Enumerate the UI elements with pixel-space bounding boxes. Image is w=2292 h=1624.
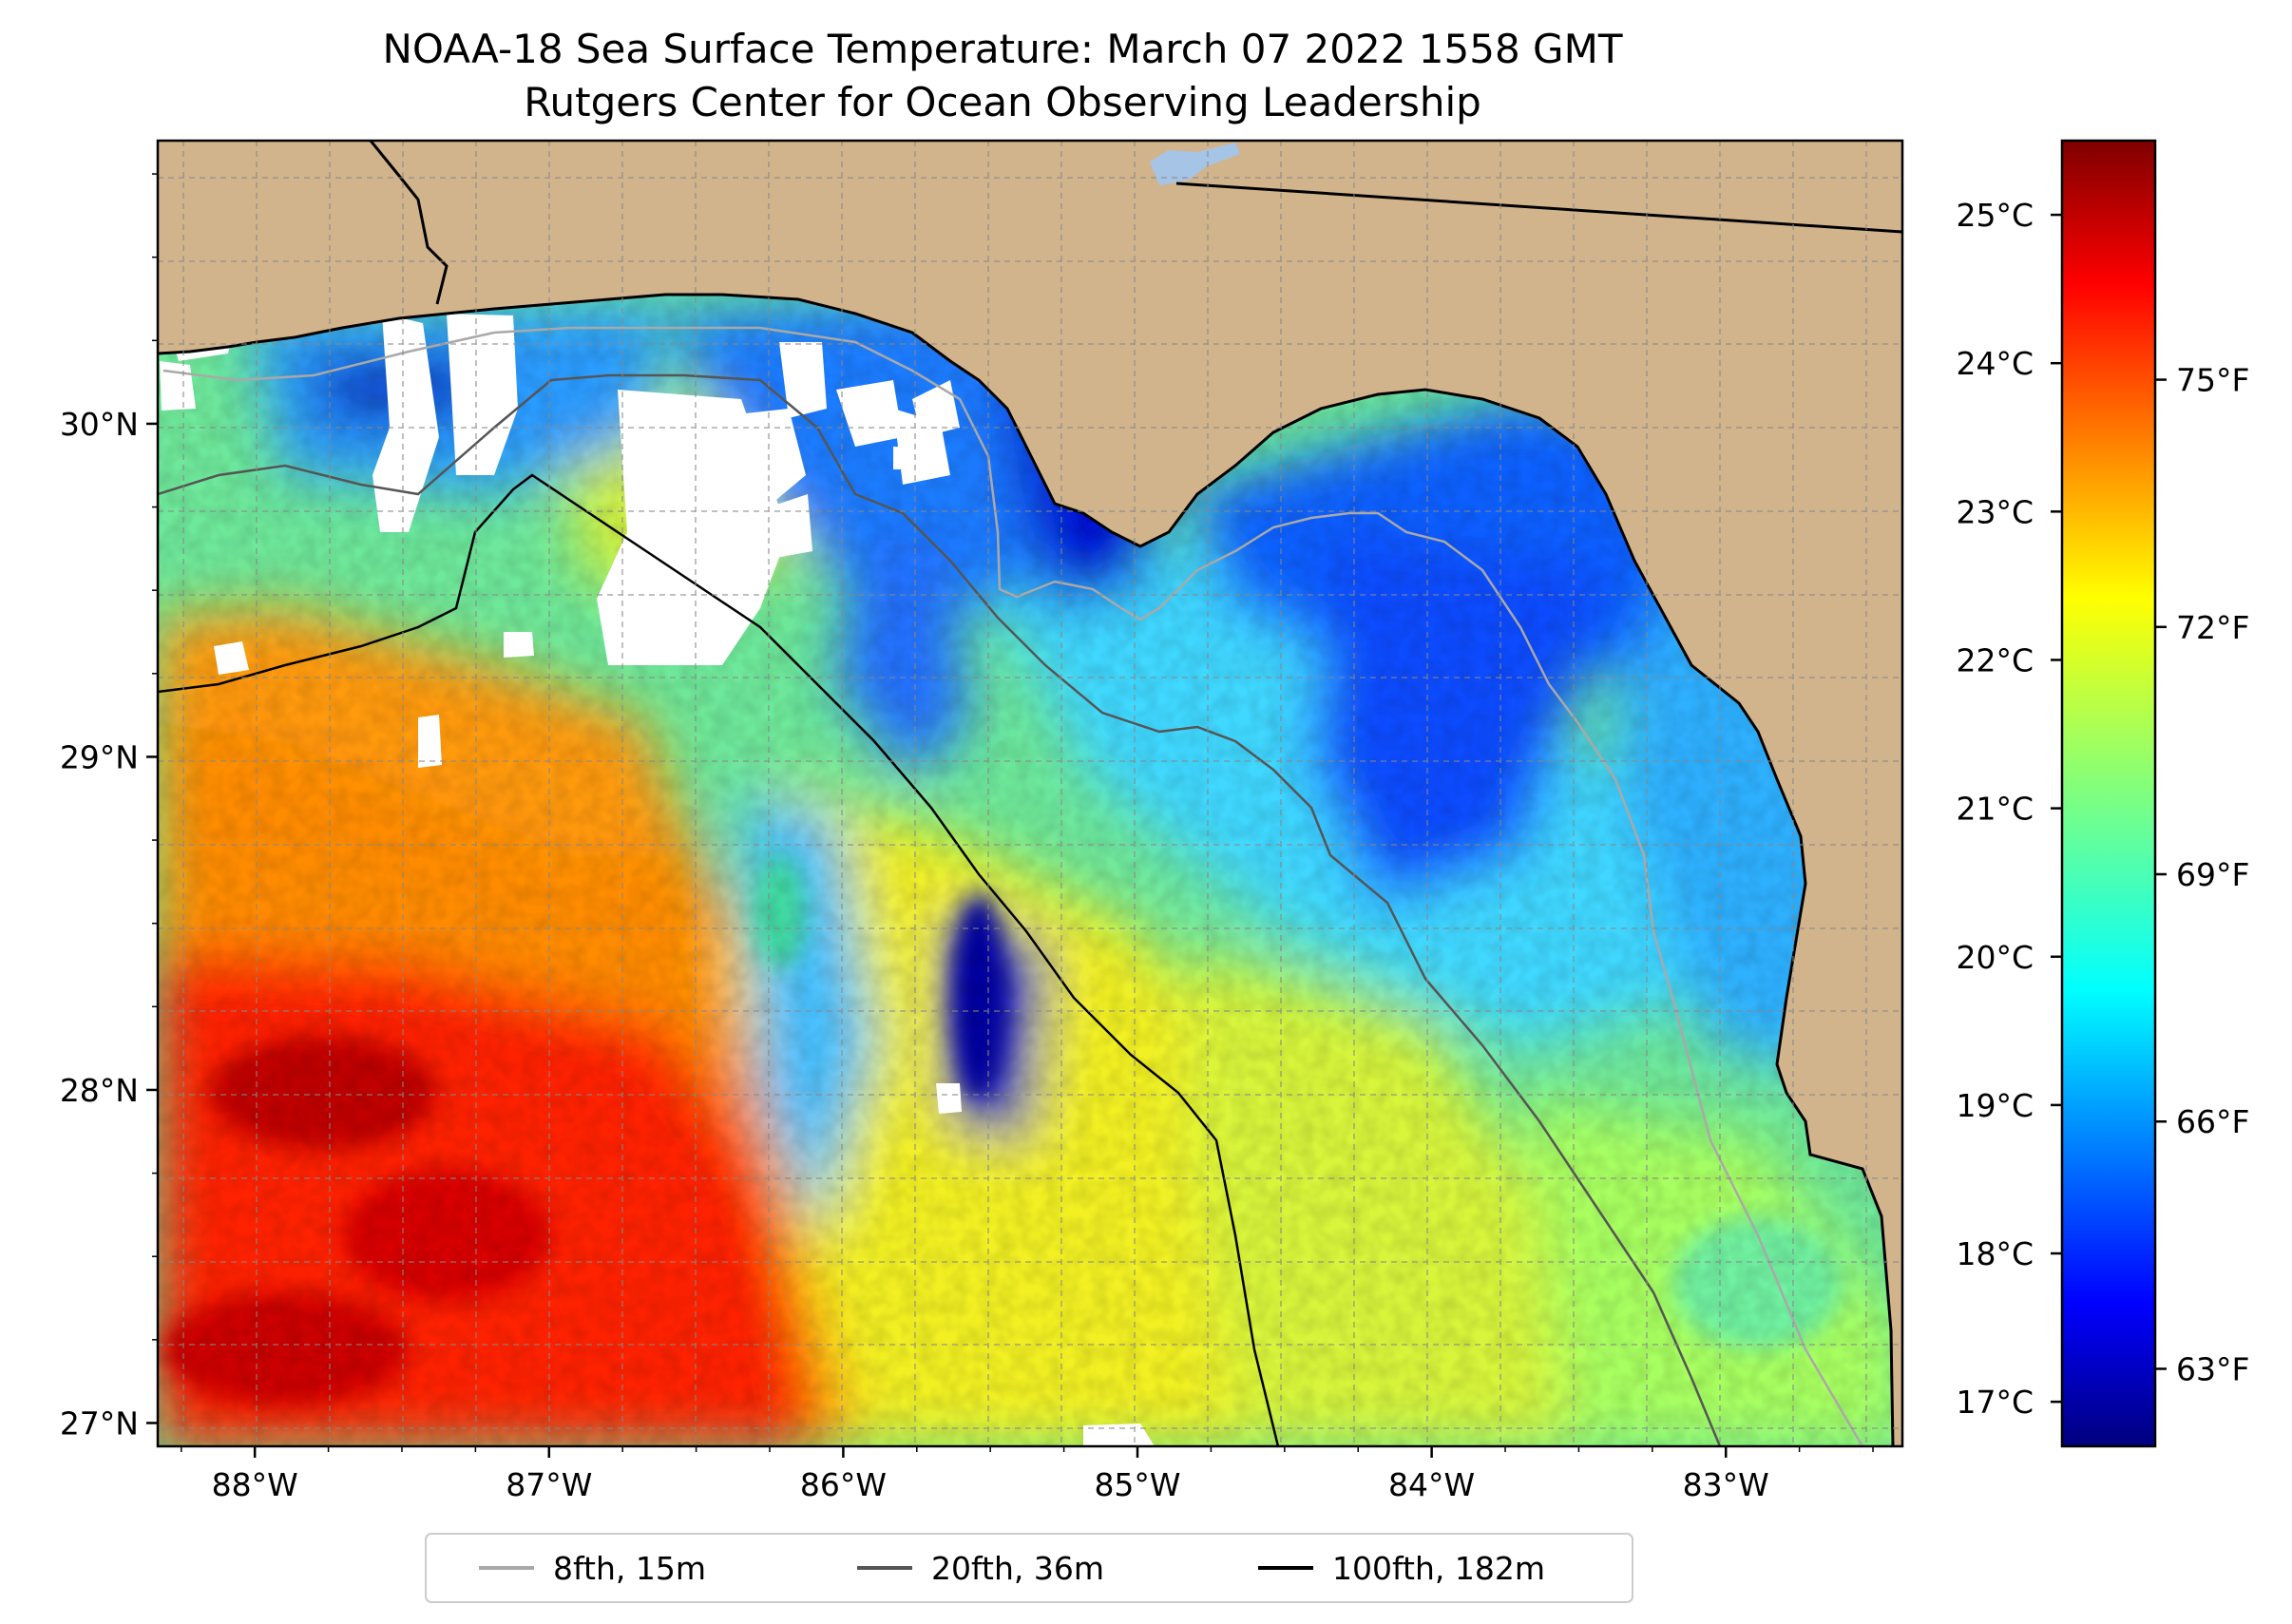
- legend-entries: 8fth, 15m 20fth, 36m 100fth, 182m: [479, 1550, 1545, 1587]
- lat-tick-label: 28°N: [60, 1072, 139, 1109]
- fahrenheit-tick-label: 66°F: [2176, 1103, 2249, 1140]
- lat-tick-label: 29°N: [60, 738, 139, 775]
- lon-tick-label: 85°W: [1094, 1466, 1180, 1503]
- colorbar-ticks: 25°C 24°C 23°C 22°C 21°C 20°C 19°C 18°C 17°C 75°F…: [1956, 197, 2249, 1421]
- lat-tick-label: 30°N: [60, 406, 139, 443]
- celsius-tick-label: 25°C: [1956, 197, 2034, 234]
- lon-tick-label: 86°W: [800, 1466, 887, 1503]
- legend-box: [425, 1533, 1633, 1603]
- lat-tick-label: 27°N: [60, 1404, 139, 1442]
- fahrenheit-tick-label: 72°F: [2176, 609, 2249, 646]
- celsius-tick-label: 19°C: [1956, 1087, 2034, 1124]
- no-data-mask: [160, 190, 1155, 1446]
- colorbar: 25°C 24°C 23°C 22°C 21°C 20°C 19°C 18°C 17°C 75°F…: [1956, 139, 2249, 1448]
- celsius-tick-label: 18°C: [1956, 1235, 2034, 1272]
- colorbar-gradient: [2060, 139, 2157, 1448]
- lon-tick-label: 83°W: [1683, 1466, 1769, 1503]
- legend-label: 20fth, 36m: [931, 1550, 1104, 1587]
- celsius-tick-label: 20°C: [1956, 939, 2034, 976]
- isobath-8fth: [162, 326, 1864, 1446]
- map-frame: [156, 139, 1904, 1448]
- state-border: [1175, 182, 1902, 234]
- legend-label: 8fth, 15m: [553, 1550, 706, 1587]
- state-border-west: [369, 141, 449, 305]
- fahrenheit-tick-label: 63°F: [2176, 1350, 2249, 1387]
- legend-label: 100fth, 182m: [1332, 1550, 1545, 1587]
- lon-tick-label: 84°W: [1388, 1466, 1475, 1503]
- land: [158, 141, 1902, 1446]
- celsius-tick-label: 23°C: [1956, 493, 2034, 530]
- fahrenheit-tick-label: 75°F: [2176, 362, 2249, 399]
- map-title: NOAA-18 Sea Surface Temperature: March 0…: [383, 26, 1623, 72]
- celsius-tick-label: 17°C: [1956, 1384, 2034, 1421]
- map-axes: 88°W 87°W 86°W 85°W 84°W 83°W 30°N 29°N 28°N 27°N: [60, 173, 1874, 1503]
- sst-map[interactable]: [158, 141, 1902, 1446]
- map-gridlines: [158, 141, 1902, 1446]
- celsius-tick-label: 24°C: [1956, 345, 2034, 382]
- lake: [1150, 143, 1240, 185]
- lon-tick-label: 88°W: [212, 1466, 298, 1503]
- fahrenheit-tick-label: 69°F: [2176, 856, 2249, 893]
- map-subtitle: Rutgers Center for Ocean Observing Leade…: [524, 79, 1481, 125]
- isobath-100fth: [158, 473, 1280, 1446]
- celsius-tick-label: 22°C: [1956, 641, 2034, 678]
- legend: 8fth, 15m 20fth, 36m 100fth, 182m: [425, 1533, 1633, 1603]
- celsius-tick-label: 21°C: [1956, 791, 2034, 828]
- lon-tick-label: 87°W: [506, 1466, 592, 1503]
